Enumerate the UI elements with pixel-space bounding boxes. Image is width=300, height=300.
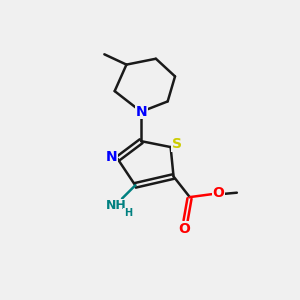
Text: N: N	[105, 150, 117, 164]
Text: NH: NH	[106, 200, 127, 212]
Text: H: H	[124, 208, 132, 218]
Text: O: O	[212, 186, 224, 200]
Text: S: S	[172, 137, 182, 151]
Text: N: N	[135, 105, 147, 119]
Text: O: O	[178, 222, 190, 236]
